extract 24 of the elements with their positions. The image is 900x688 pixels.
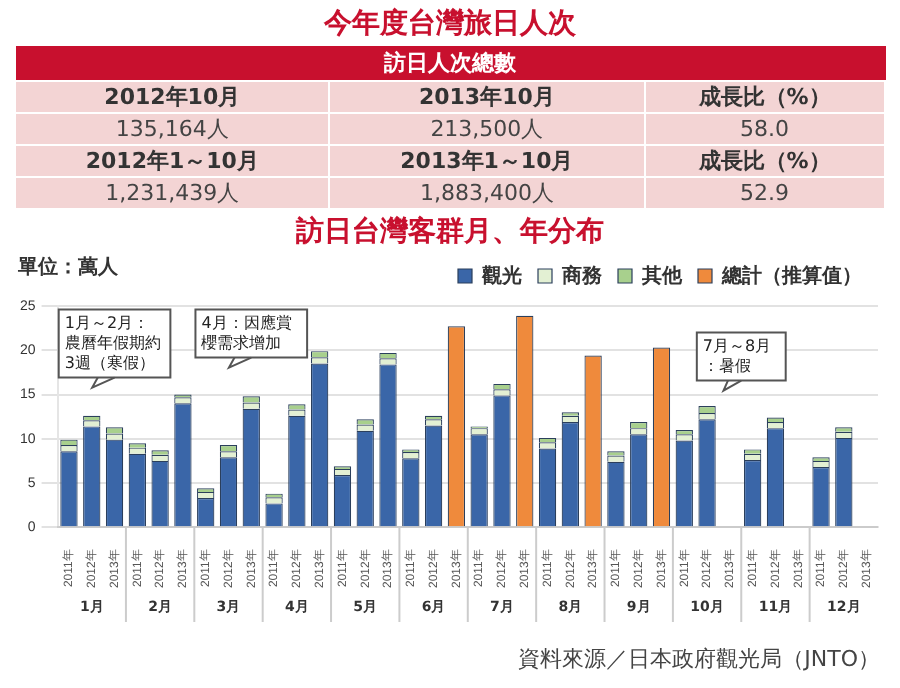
annotation: 4月：因應賞櫻需求增加 (201, 313, 292, 352)
text: 2013年10月 (329, 81, 645, 113)
text: 213,500人 (329, 113, 645, 145)
text: 135,164人 (15, 113, 330, 145)
source-note: 資料來源／日本政府觀光局（JNTO） (516, 644, 880, 674)
legend-label: 其他 (640, 263, 684, 288)
text: 今年度台灣旅日人次 (322, 6, 578, 42)
text: 成長比（%） (644, 145, 885, 177)
legend-label: 總計（推算值） (720, 263, 862, 288)
text: 成長比（%） (644, 81, 885, 113)
text: 2012年1～10月 (15, 145, 330, 177)
legend-label: 商務 (560, 263, 604, 288)
text: 1,231,439人 (15, 177, 330, 209)
text: 訪日人次總數 (15, 46, 885, 81)
text: 1,883,400人 (329, 177, 645, 209)
text: 58.0 (644, 113, 885, 145)
legend-label: 觀光 (480, 263, 522, 288)
annotation: 7月～8月：暑假 (702, 336, 772, 375)
text: 52.9 (644, 177, 885, 209)
annotation: 1月～2月：農曆年假期約3週（寒假） (64, 313, 161, 372)
text: 2013年1～10月 (329, 145, 645, 177)
text: 2012年10月 (15, 81, 330, 113)
chart-title: 訪日台灣客群月、年分布 (293, 214, 606, 250)
y-axis-title: 單位：萬人 (16, 255, 120, 280)
